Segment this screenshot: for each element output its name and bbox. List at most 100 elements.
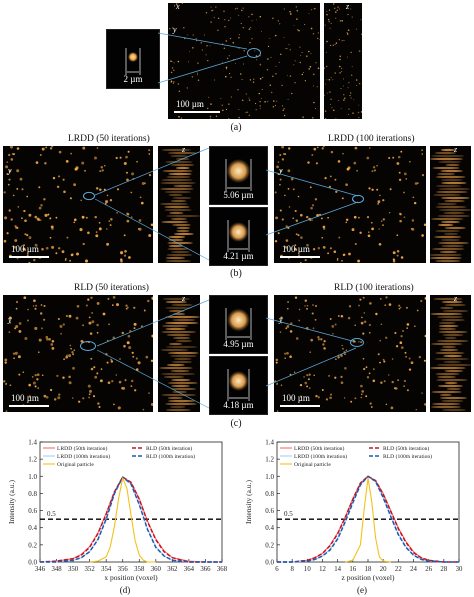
streak-mark: [436, 363, 471, 367]
particle-dot: [325, 398, 329, 401]
scale-bar-label: 100 µm: [282, 244, 310, 254]
particle-dot: [385, 403, 388, 406]
particle-dot: [93, 366, 96, 369]
particle-dot: [127, 150, 130, 153]
particle-dot: [3, 191, 6, 194]
streak-mark: [172, 318, 196, 322]
particle-dot: [232, 42, 235, 44]
particle-dot: [130, 385, 133, 388]
particle-dot: [390, 406, 394, 410]
particle-dot: [272, 105, 275, 108]
particle-dot: [37, 218, 40, 221]
particle-dot: [238, 116, 240, 119]
particle-dot: [68, 381, 72, 385]
particle-dot: [369, 147, 371, 149]
particle-dot: [283, 108, 285, 110]
particle-dot: [12, 194, 15, 197]
particle-dot: [95, 234, 99, 238]
particle-dot: [340, 88, 342, 90]
particle-dot: [95, 231, 98, 233]
panel-c-inset-bottom: 4.18 µm: [209, 356, 268, 415]
particle-dot: [249, 42, 251, 44]
streak-mark: [167, 247, 189, 251]
axis-y-label: y: [8, 166, 12, 175]
particle-dot: [361, 390, 365, 393]
particle-dot: [126, 341, 130, 345]
particle-dot: [225, 68, 227, 70]
streak-mark: [444, 199, 465, 203]
zoom-region-marker: [352, 194, 364, 204]
y-tick-label: 1.4: [265, 439, 274, 447]
streak-mark: [161, 393, 197, 397]
particle-dot: [329, 318, 332, 320]
particle-dot: [396, 162, 400, 165]
particle-dot: [409, 160, 411, 163]
particle-dot: [341, 71, 343, 73]
x-tick-label: 354: [101, 566, 112, 573]
particle-dot: [299, 395, 303, 398]
particle-dot: [280, 53, 282, 56]
particle-dot: [74, 218, 77, 222]
panel-c-inset-top: 4.95 µm: [209, 295, 268, 354]
particle-dot: [73, 183, 77, 187]
particle-dot: [98, 405, 101, 409]
particle-dot: [351, 74, 353, 76]
legend-label: RLD (100th iteration): [383, 453, 432, 460]
axis-y-label: y: [8, 315, 12, 324]
particle-dot: [353, 161, 357, 165]
particle-dot: [307, 378, 310, 381]
particle-dot: [293, 64, 295, 66]
streak-mark: [171, 217, 187, 221]
particle-dot: [368, 231, 370, 233]
particle-dot: [347, 29, 350, 31]
particle-dot: [238, 37, 240, 39]
particle-dot: [362, 357, 365, 360]
particle-dot: [398, 178, 402, 182]
particle-dot: [94, 215, 97, 219]
panel-b-link-lines: [94, 147, 359, 261]
x-tick-label: 356: [118, 566, 129, 573]
particle-dot: [299, 383, 303, 387]
particle-dot: [421, 149, 423, 152]
streak-mark: [175, 166, 190, 170]
particle-dot: [340, 67, 343, 70]
particle-dot: [300, 55, 302, 57]
streak-mark: [433, 297, 463, 301]
particle-dot: [210, 103, 212, 105]
particle-dot: [37, 351, 40, 354]
particle-dot: [106, 361, 109, 364]
particle-dot: [379, 194, 381, 197]
particle-dot: [345, 221, 348, 224]
particle-dot: [292, 217, 295, 220]
particle-dot: [229, 73, 231, 75]
particle-dot: [24, 219, 27, 223]
particle-dot: [252, 81, 255, 83]
particle-dot: [78, 400, 81, 403]
particle-dot: [221, 104, 223, 106]
particle-dot: [188, 50, 190, 52]
particle-dot: [16, 187, 19, 190]
particle-dot: [47, 213, 50, 216]
x-axis-label: x position (voxel): [104, 573, 158, 582]
particle-dot: [276, 383, 278, 386]
particle-dot: [326, 92, 328, 94]
particle-dot: [131, 172, 135, 176]
particle-dot: [119, 156, 122, 159]
particle-dot: [52, 176, 56, 180]
particle-dot: [340, 381, 344, 385]
particle-dot: [324, 176, 327, 180]
particle-dot: [261, 31, 262, 32]
particle-dot: [28, 261, 31, 263]
particle-dot: [339, 58, 341, 61]
particle-dot: [365, 395, 368, 398]
particle-dot: [26, 234, 29, 237]
particle-dot: [45, 146, 48, 149]
x-axis-label: z position (voxel): [342, 573, 395, 582]
particle-dot: [337, 160, 341, 163]
particle-dot: [215, 115, 218, 117]
axis-z-label: z: [454, 295, 458, 303]
particle-dot: [286, 351, 289, 355]
particle-dot: [75, 166, 79, 170]
particle-dot: [317, 336, 320, 339]
particle-dot: [56, 374, 59, 378]
